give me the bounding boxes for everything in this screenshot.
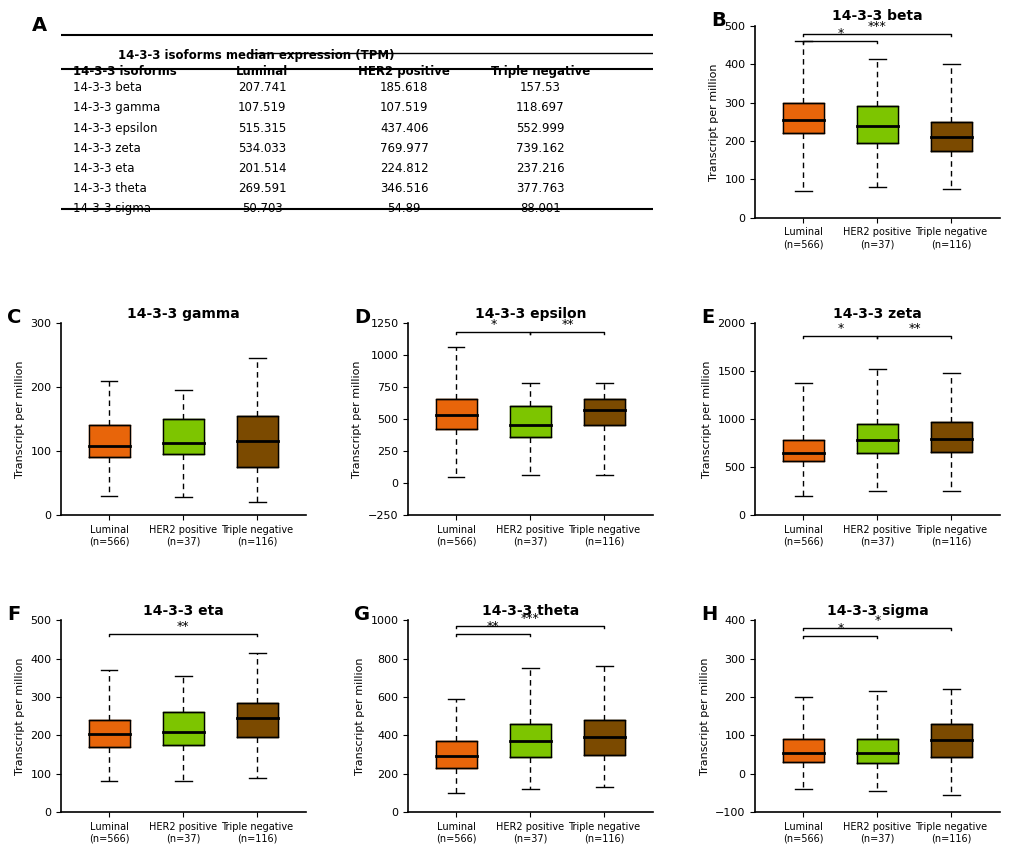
Text: 88.001: 88.001 [520,202,560,215]
Text: *: * [873,614,879,627]
Text: 515.315: 515.315 [237,122,286,135]
Text: *: * [837,28,843,41]
Text: 14-3-3 eta: 14-3-3 eta [73,162,135,175]
Text: **: ** [560,318,573,331]
Text: *: * [837,321,843,334]
Y-axis label: Transcript per million: Transcript per million [708,63,718,181]
Y-axis label: Transcript per million: Transcript per million [701,360,711,478]
Y-axis label: Transcript per million: Transcript per million [353,360,362,478]
Text: 201.514: 201.514 [237,162,286,175]
Text: C: C [7,308,21,327]
Text: 14-3-3 beta: 14-3-3 beta [73,81,142,94]
Text: 207.741: 207.741 [237,81,286,94]
Text: 54.89: 54.89 [387,202,421,215]
Text: ***: *** [867,20,886,33]
Text: 14-3-3 isoforms: 14-3-3 isoforms [73,66,176,79]
Y-axis label: Transcript per million: Transcript per million [15,658,24,775]
Title: 14-3-3 epsilon: 14-3-3 epsilon [474,307,586,321]
Text: 224.812: 224.812 [379,162,428,175]
Title: 14-3-3 theta: 14-3-3 theta [481,604,579,618]
Text: B: B [710,10,726,29]
Text: HER2 positive: HER2 positive [358,66,449,79]
Text: **: ** [487,619,499,632]
Text: 552.999: 552.999 [516,122,564,135]
Text: 107.519: 107.519 [237,101,286,115]
Title: 14-3-3 zeta: 14-3-3 zeta [833,307,921,321]
Text: 50.703: 50.703 [242,202,282,215]
Text: G: G [355,605,370,624]
Text: 377.763: 377.763 [516,182,564,195]
Text: **: ** [177,619,190,632]
Text: ***: *** [521,613,539,626]
Text: 185.618: 185.618 [380,81,428,94]
Text: F: F [7,605,20,624]
Text: 157.53: 157.53 [520,81,560,94]
Title: 14-3-3 eta: 14-3-3 eta [143,604,223,618]
Title: 14-3-3 sigma: 14-3-3 sigma [825,604,927,618]
Text: 14-3-3 zeta: 14-3-3 zeta [73,142,141,155]
Text: 346.516: 346.516 [380,182,428,195]
Title: 14-3-3 beta: 14-3-3 beta [832,10,922,23]
Text: 769.977: 769.977 [379,142,428,155]
Text: 437.406: 437.406 [380,122,428,135]
Y-axis label: Transcript per million: Transcript per million [699,658,709,775]
Text: 269.591: 269.591 [237,182,286,195]
Text: 237.216: 237.216 [516,162,564,175]
Text: 14-3-3 gamma: 14-3-3 gamma [73,101,160,115]
Text: 14-3-3 isoforms median expression (TPM): 14-3-3 isoforms median expression (TPM) [118,49,394,62]
Y-axis label: Transcript per million: Transcript per million [15,360,24,478]
Text: 14-3-3 epsilon: 14-3-3 epsilon [73,122,157,135]
Text: A: A [32,16,47,35]
Text: Triple negative: Triple negative [490,66,589,79]
Text: Luminal: Luminal [236,66,288,79]
Text: 14-3-3 sigma: 14-3-3 sigma [73,202,151,215]
Text: 14-3-3 theta: 14-3-3 theta [73,182,147,195]
Text: E: E [701,308,714,327]
Text: H: H [701,605,717,624]
Text: D: D [355,308,370,327]
Text: **: ** [907,321,920,334]
Text: 107.519: 107.519 [380,101,428,115]
Text: 534.033: 534.033 [238,142,286,155]
Text: *: * [490,318,496,331]
Text: 118.697: 118.697 [516,101,564,115]
Title: 14-3-3 gamma: 14-3-3 gamma [127,307,239,321]
Text: 739.162: 739.162 [516,142,564,155]
Text: *: * [837,622,843,635]
Y-axis label: Transcript per million: Transcript per million [355,658,365,775]
